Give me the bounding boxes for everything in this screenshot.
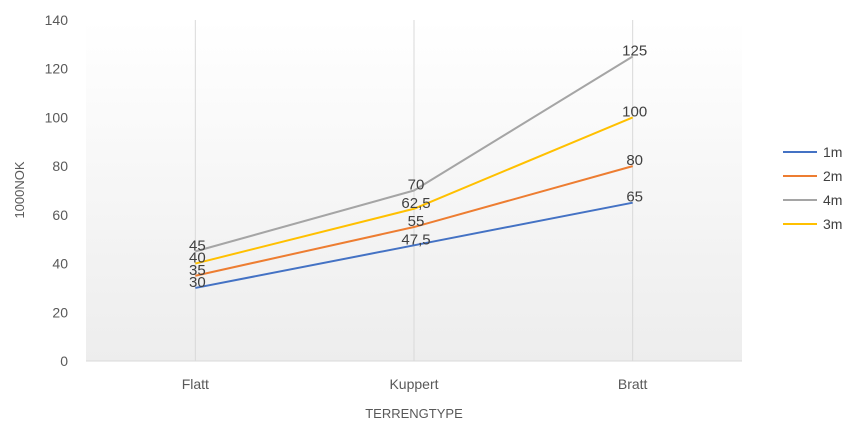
data-label: 80 [626,152,643,169]
data-label: 100 [622,103,647,120]
data-label: 35 [189,262,206,279]
y-axis-title: 1000NOK [12,161,27,218]
y-tick-label: 60 [52,207,68,223]
x-axis: Flatt Kuppert Bratt [182,376,648,392]
y-tick-label: 100 [45,109,69,125]
data-label: 55 [408,213,425,230]
data-label: 70 [408,177,425,194]
series-line-1m [195,201,633,289]
x-tick-label: Flatt [182,376,209,392]
data-label: 62,5 [401,195,430,212]
series-line-4m [195,55,634,253]
y-tick-label: 0 [60,353,68,369]
x-tick-label: Bratt [618,376,648,392]
legend-label: 3m [823,216,842,232]
y-tick-label: 80 [52,158,68,174]
y-tick-label: 120 [45,61,69,77]
data-label: 65 [626,189,643,206]
data-label: 40 [189,250,206,267]
x-axis-title: TERRENGTYPE [365,406,463,421]
data-label: 30 [189,274,206,291]
legend-label: 4m [823,192,842,208]
data-labels: 30 47,5 65 35 55 80 45 70 125 40 62,5 100 [189,43,647,291]
y-tick-label: 140 [45,12,69,28]
y-tick-label: 20 [52,304,68,320]
data-label: 125 [622,43,647,60]
data-label: 45 [189,237,206,254]
x-tick-label: Kuppert [389,376,438,392]
y-axis: 0 20 40 60 80 100 120 140 [45,12,69,369]
series-line-2m [195,165,633,277]
data-label: 47,5 [401,231,430,248]
legend-label: 1m [823,144,842,160]
legend: 1m 2m 4m 3m [783,144,842,232]
y-tick-label: 40 [52,256,68,272]
series-line-3m [195,116,634,265]
legend-label: 2m [823,168,842,184]
series-lines [195,55,634,289]
